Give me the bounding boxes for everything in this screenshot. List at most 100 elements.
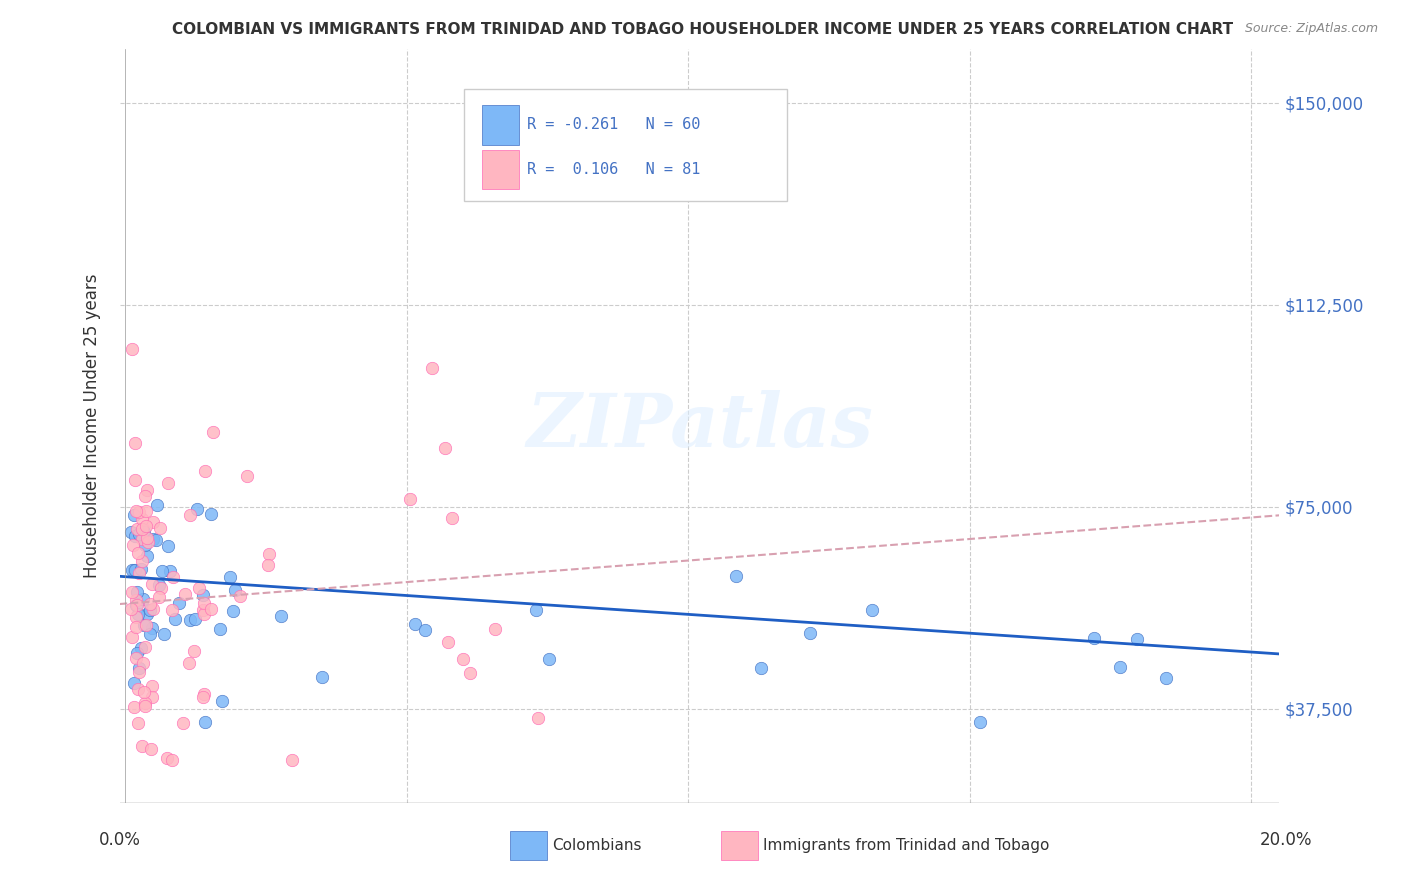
- Point: [122, 700, 145, 714]
- Point: [799, 626, 821, 640]
- Point: [131, 522, 153, 536]
- Text: 20.0%: 20.0%: [1260, 831, 1313, 849]
- Point: [148, 578, 170, 592]
- Point: [121, 584, 143, 599]
- Point: [127, 646, 149, 660]
- Point: [128, 665, 150, 680]
- Point: [860, 603, 883, 617]
- Point: [141, 690, 163, 705]
- Point: [156, 751, 179, 765]
- Point: [127, 607, 149, 621]
- Point: [150, 564, 173, 578]
- Point: [135, 483, 157, 498]
- Point: [208, 622, 231, 636]
- Point: [141, 621, 163, 635]
- Text: Immigrants from Trinidad and Tobago: Immigrants from Trinidad and Tobago: [763, 838, 1050, 853]
- Point: [145, 533, 167, 548]
- Point: [127, 522, 149, 536]
- Point: [132, 685, 155, 699]
- Text: 0.0%: 0.0%: [98, 831, 141, 849]
- Point: [129, 640, 152, 655]
- Point: [129, 562, 152, 576]
- Point: [124, 563, 146, 577]
- Point: [146, 499, 169, 513]
- Point: [177, 656, 200, 670]
- Point: [135, 504, 157, 518]
- Point: [134, 699, 156, 714]
- Point: [134, 489, 156, 503]
- Point: [191, 603, 214, 617]
- Point: [124, 436, 146, 450]
- Point: [135, 518, 157, 533]
- Point: [194, 464, 217, 478]
- Point: [441, 511, 464, 525]
- Point: [451, 652, 474, 666]
- Point: [1126, 632, 1149, 647]
- Point: [125, 592, 148, 607]
- Point: [193, 596, 215, 610]
- Point: [136, 607, 159, 621]
- Point: [165, 612, 187, 626]
- Point: [131, 739, 153, 754]
- Point: [724, 569, 747, 583]
- Point: [404, 617, 426, 632]
- Point: [156, 539, 179, 553]
- Point: [139, 603, 162, 617]
- Point: [135, 549, 157, 563]
- Point: [749, 661, 772, 675]
- Text: COLOMBIAN VS IMMIGRANTS FROM TRINIDAD AND TOBAGO HOUSEHOLDER INCOME UNDER 25 YEA: COLOMBIAN VS IMMIGRANTS FROM TRINIDAD AN…: [173, 22, 1233, 37]
- Point: [132, 657, 155, 671]
- Point: [131, 532, 153, 546]
- Point: [134, 538, 156, 552]
- Point: [141, 742, 163, 756]
- Point: [121, 564, 143, 578]
- Point: [131, 591, 153, 606]
- Text: Source: ZipAtlas.com: Source: ZipAtlas.com: [1244, 22, 1378, 36]
- Point: [125, 610, 148, 624]
- Point: [179, 613, 201, 627]
- Point: [162, 603, 184, 617]
- Point: [136, 531, 159, 545]
- Point: [527, 711, 550, 725]
- Text: R = -0.261   N = 60: R = -0.261 N = 60: [527, 118, 700, 132]
- Point: [128, 505, 150, 519]
- Point: [148, 590, 170, 604]
- Point: [159, 564, 181, 578]
- Point: [538, 652, 561, 666]
- Point: [193, 690, 215, 705]
- Point: [524, 603, 547, 617]
- Point: [257, 547, 280, 561]
- Point: [200, 601, 222, 615]
- Point: [134, 524, 156, 539]
- Point: [152, 626, 174, 640]
- Point: [1109, 659, 1132, 673]
- Point: [124, 676, 146, 690]
- Point: [128, 527, 150, 541]
- Point: [125, 503, 148, 517]
- Point: [179, 508, 201, 523]
- Point: [121, 630, 143, 644]
- Y-axis label: Householder Income Under 25 years: Householder Income Under 25 years: [83, 274, 101, 578]
- Point: [173, 587, 195, 601]
- Point: [122, 508, 145, 522]
- Point: [141, 679, 163, 693]
- Point: [149, 521, 172, 535]
- Point: [128, 566, 150, 580]
- Point: [162, 753, 184, 767]
- Point: [135, 618, 157, 632]
- Point: [138, 597, 160, 611]
- Point: [437, 635, 460, 649]
- Point: [201, 425, 224, 439]
- Point: [141, 576, 163, 591]
- Text: R =  0.106   N = 81: R = 0.106 N = 81: [527, 162, 700, 177]
- Point: [142, 515, 165, 529]
- Point: [193, 588, 215, 602]
- Point: [229, 590, 252, 604]
- Point: [150, 581, 173, 595]
- Point: [415, 623, 437, 637]
- Point: [399, 492, 422, 507]
- Point: [134, 696, 156, 710]
- Point: [200, 507, 222, 521]
- Point: [142, 532, 165, 546]
- Point: [131, 554, 153, 568]
